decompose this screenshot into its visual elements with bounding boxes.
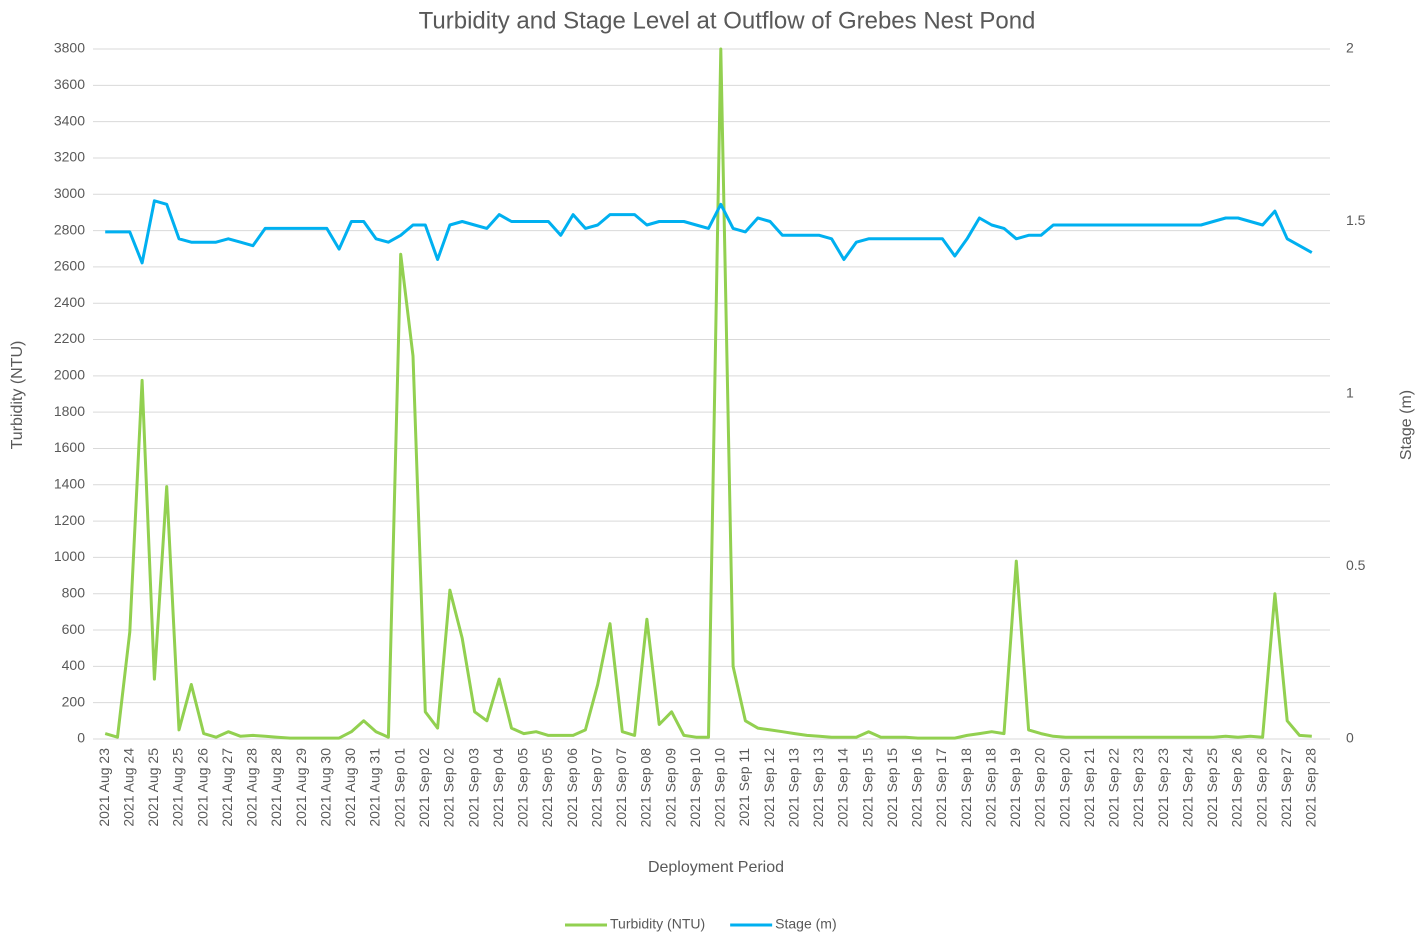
x-tick-label: 2021 Sep 13 (785, 748, 801, 828)
x-tick-label: 2021 Aug 27 (219, 748, 235, 827)
x-tick-label: 2021 Sep 03 (465, 748, 481, 828)
x-tick-label: 2021 Sep 11 (736, 748, 752, 827)
y-tick-label: 2600 (54, 258, 85, 274)
x-tick-label: 2021 Sep 08 (638, 748, 654, 828)
x-tick-label: 2021 Aug 28 (244, 748, 260, 827)
x-tick-label: 2021 Sep 22 (1106, 748, 1122, 828)
y-tick-label: 0 (77, 730, 85, 746)
y-tick-label: 2400 (54, 294, 85, 310)
x-tick-label: 2021 Sep 09 (662, 748, 678, 828)
y-tick-label: 1600 (54, 439, 85, 455)
y-axis-title: Turbidity (NTU) (9, 341, 26, 450)
y-tick-label: 3000 (54, 185, 85, 201)
x-tick-label: 2021 Aug 26 (194, 748, 210, 827)
y2-tick-label: 0 (1346, 730, 1354, 746)
legend-label: Turbidity (NTU) (610, 916, 705, 932)
x-tick-label: 2021 Sep 18 (958, 748, 974, 828)
y-tick-label: 3200 (54, 149, 85, 165)
x-tick-label: 2021 Aug 25 (145, 748, 161, 827)
x-tick-label: 2021 Sep 23 (1130, 748, 1146, 828)
series-line (104, 47, 1312, 740)
x-tick-label: 2021 Sep 28 (1303, 748, 1319, 828)
x-tick-label: 2021 Sep 21 (1081, 748, 1097, 828)
y-tick-label: 800 (62, 584, 86, 600)
x-tick-label: 2021 Sep 25 (1204, 748, 1220, 828)
x-tick-label: 2021 Aug 30 (317, 748, 333, 827)
x-tick-label: 2021 Sep 12 (761, 748, 777, 828)
x-axis-title: Deployment Period (648, 859, 784, 876)
y2-tick-label: 2 (1346, 40, 1354, 56)
y-tick-label: 1000 (54, 548, 85, 564)
x-tick-label: 2021 Aug 29 (293, 748, 309, 827)
x-tick-label: 2021 Sep 14 (835, 748, 851, 828)
x-tick-label: 2021 Sep 18 (982, 748, 998, 828)
x-tick-label: 2021 Sep 20 (1056, 748, 1072, 828)
y-tick-label: 600 (62, 621, 86, 637)
x-tick-label: 2021 Sep 24 (1179, 748, 1195, 828)
x-tick-label: 2021 Sep 07 (613, 748, 629, 828)
x-tick-label: 2021 Sep 04 (490, 748, 506, 828)
y-tick-label: 1800 (54, 403, 85, 419)
x-tick-label: 2021 Aug 30 (342, 748, 358, 827)
y-tick-label: 1400 (54, 475, 85, 491)
y-tick-label: 200 (62, 693, 86, 709)
y2-tick-label: 1.5 (1346, 212, 1366, 228)
x-tick-label: 2021 Sep 13 (810, 748, 826, 828)
x-tick-label: 2021 Sep 06 (564, 748, 580, 828)
y2-tick-label: 1 (1346, 385, 1354, 401)
x-tick-label: 2021 Sep 15 (859, 748, 875, 828)
y-tick-label: 3800 (54, 40, 85, 56)
x-tick-label: 2021 Aug 28 (268, 748, 284, 827)
x-tick-label: 2021 Sep 15 (884, 748, 900, 828)
x-tick-label: 2021 Sep 27 (1278, 748, 1294, 828)
y-tick-label: 2000 (54, 367, 85, 383)
chart-title: Turbidity and Stage Level at Outflow of … (419, 7, 1036, 34)
x-tick-label: 2021 Sep 19 (1007, 748, 1023, 828)
x-tick-label: 2021 Sep 07 (588, 748, 604, 828)
y-tick-label: 400 (62, 657, 86, 673)
x-tick-label: 2021 Aug 23 (96, 748, 112, 827)
x-tick-label: 2021 Sep 23 (1155, 748, 1171, 828)
y-tick-label: 2200 (54, 330, 85, 346)
x-tick-label: 2021 Sep 26 (1229, 748, 1245, 828)
y2-tick-label: 0.5 (1346, 557, 1366, 573)
x-tick-label: 2021 Sep 10 (687, 748, 703, 828)
x-tick-label: 2021 Sep 02 (441, 748, 457, 828)
y-tick-label: 1200 (54, 512, 85, 528)
x-tick-label: 2021 Sep 05 (539, 748, 555, 828)
series-line (105, 199, 1313, 265)
y-tick-label: 2800 (54, 221, 85, 237)
x-tick-label: 2021 Aug 24 (120, 748, 136, 827)
x-tick-label: 2021 Aug 31 (367, 748, 383, 827)
x-tick-label: 2021 Sep 17 (933, 748, 949, 828)
x-tick-label: 2021 Aug 25 (170, 748, 186, 827)
x-tick-label: 2021 Sep 20 (1032, 748, 1048, 828)
y2-axis-title: Stage (m) (1398, 390, 1415, 460)
legend-label: Stage (m) (775, 916, 836, 932)
x-tick-label: 2021 Sep 26 (1253, 748, 1269, 828)
x-tick-label: 2021 Sep 16 (909, 748, 925, 828)
x-tick-label: 2021 Sep 02 (416, 748, 432, 828)
x-tick-label: 2021 Sep 01 (391, 748, 407, 828)
x-tick-label: 2021 Sep 05 (515, 748, 531, 828)
y-tick-label: 3600 (54, 76, 85, 92)
x-tick-label: 2021 Sep 10 (712, 748, 728, 828)
y-tick-label: 3400 (54, 112, 85, 128)
